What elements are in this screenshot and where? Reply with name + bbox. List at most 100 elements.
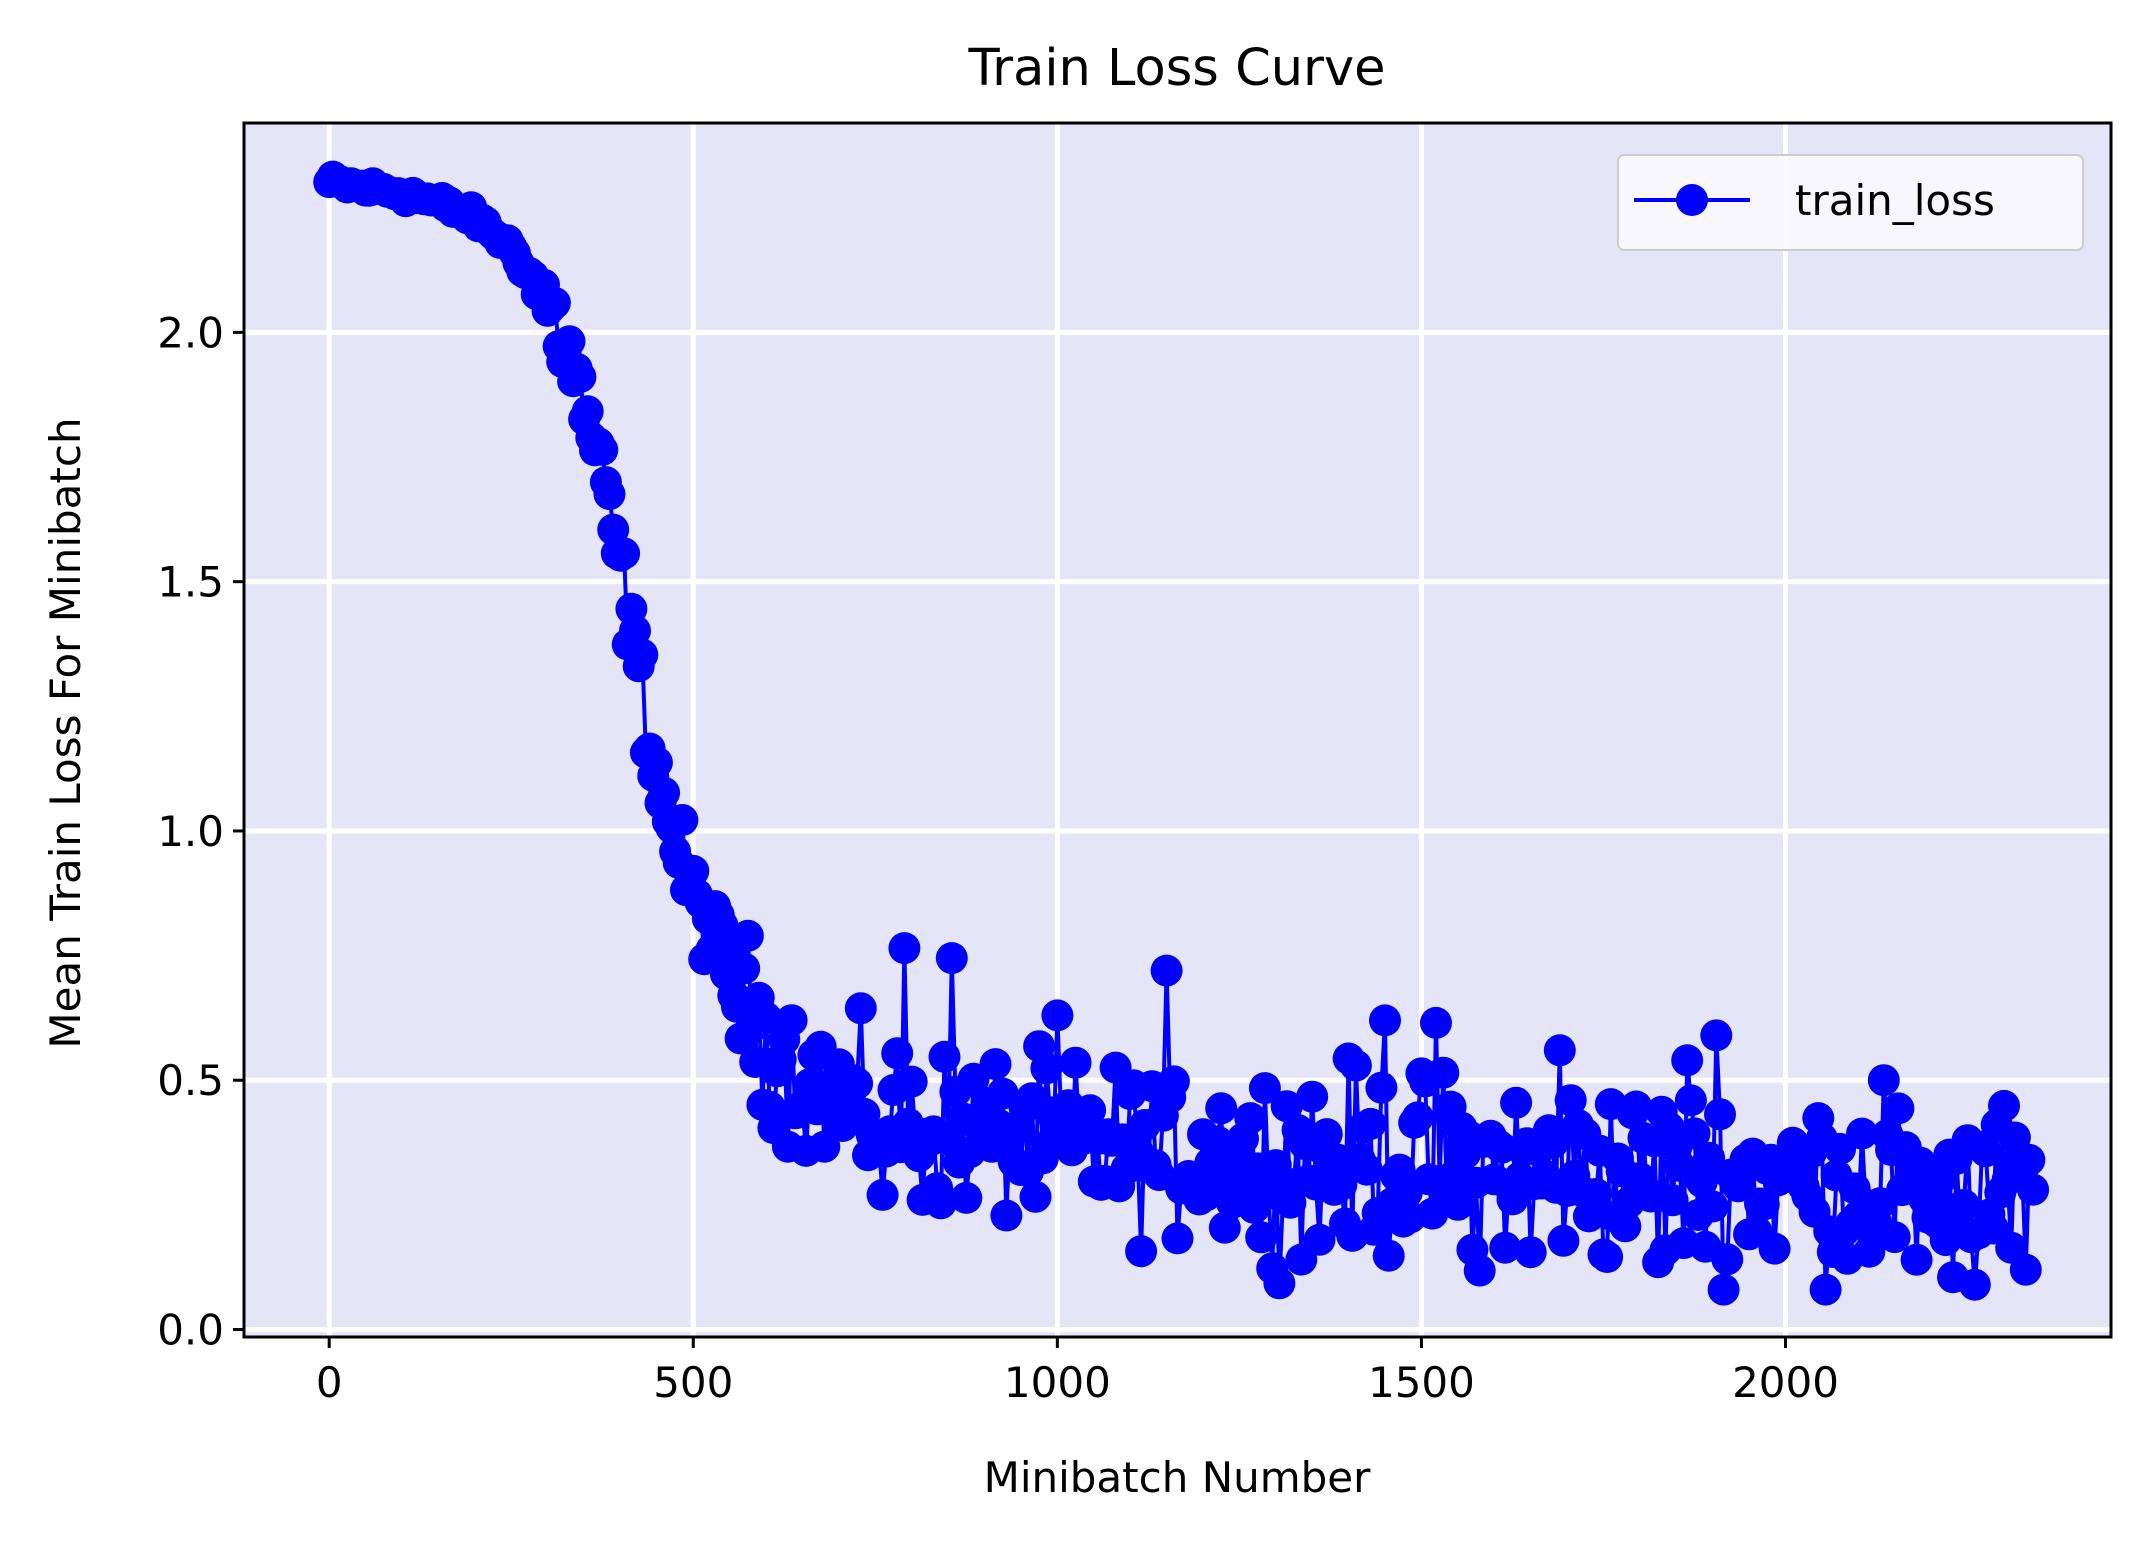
data-point <box>1157 1065 1190 1098</box>
data-point <box>1969 1135 2002 1168</box>
data-point <box>1234 1102 1267 1135</box>
data-point <box>1882 1092 1915 1125</box>
y-tick-label: 2.0 <box>157 308 224 357</box>
data-point <box>1900 1243 1933 1276</box>
data-point <box>1161 1222 1194 1255</box>
data-point <box>1543 1034 1576 1067</box>
data-point <box>924 1187 957 1220</box>
legend-box <box>1617 154 2084 251</box>
data-point <box>1303 1223 1336 1256</box>
data-point <box>1536 1127 1569 1160</box>
data-point <box>731 919 764 952</box>
data-point <box>626 638 659 671</box>
data-point <box>1988 1089 2020 1122</box>
x-tick-label: 1500 <box>1368 1358 1475 1407</box>
x-axis-label: Minibatch Number <box>984 1453 1372 1502</box>
data-point <box>979 1048 1012 1081</box>
data-point <box>1019 1180 1052 1213</box>
data-point <box>928 1040 961 1073</box>
data-point <box>1671 1044 1704 1077</box>
data-point <box>586 433 619 466</box>
data-point <box>640 746 673 779</box>
x-axis-ticks: 0 500 1000 1500 2000 <box>316 1337 1839 1407</box>
y-tick-label: 0.0 <box>157 1306 224 1355</box>
data-point <box>1591 1241 1624 1273</box>
data-point <box>1707 1273 1740 1306</box>
data-point <box>564 360 597 393</box>
y-tick-label: 0.5 <box>157 1056 224 1105</box>
data-point <box>1205 1092 1238 1125</box>
y-tick-label: 1.5 <box>157 558 224 607</box>
data-point <box>1030 1052 1063 1085</box>
data-point <box>990 1199 1023 1232</box>
data-point <box>1339 1049 1372 1082</box>
x-tick-label: 1000 <box>1004 1358 1111 1407</box>
legend-label-train-loss: train_loss <box>1795 176 1995 225</box>
legend-marker-swatch <box>1676 184 1708 216</box>
data-point <box>1514 1236 1547 1269</box>
data-point <box>1372 1239 1405 1272</box>
data-point <box>728 952 761 985</box>
data-point <box>1867 1064 1900 1097</box>
data-point <box>1401 1101 1434 1134</box>
data-point <box>1674 1084 1707 1117</box>
data-point <box>750 1001 783 1034</box>
data-point <box>935 942 968 975</box>
data-point <box>553 325 586 358</box>
data-point <box>1678 1117 1711 1150</box>
data-point <box>888 932 921 965</box>
data-point <box>608 537 641 570</box>
data-point <box>538 286 571 319</box>
data-point <box>1958 1268 1991 1301</box>
data-point <box>2017 1173 2050 1206</box>
data-point <box>593 478 626 511</box>
y-tick-label: 1.0 <box>157 807 224 856</box>
data-point <box>895 1065 928 1098</box>
data-point <box>1125 1235 1158 1268</box>
data-point <box>1208 1211 1241 1244</box>
data-point <box>1245 1221 1278 1254</box>
data-point <box>1350 1153 1383 1186</box>
data-point <box>1547 1224 1580 1257</box>
data-point <box>1696 1190 1729 1223</box>
data-point <box>666 804 699 836</box>
data-point <box>1947 1189 1980 1221</box>
data-point <box>1693 1141 1726 1174</box>
data-point <box>648 776 681 809</box>
x-tick-label: 0 <box>316 1358 343 1407</box>
data-point <box>1609 1210 1642 1243</box>
data-point <box>1263 1267 1296 1300</box>
data-point <box>1489 1231 1522 1264</box>
data-point <box>1369 1004 1401 1037</box>
data-point <box>1809 1273 1842 1306</box>
series-train-loss <box>313 160 2050 1306</box>
data-point <box>1325 1168 1358 1201</box>
data-point <box>1441 1188 1474 1221</box>
data-point <box>706 909 739 942</box>
data-point <box>1704 1098 1736 1131</box>
data-point <box>1296 1080 1329 1113</box>
data-point <box>950 1181 983 1214</box>
data-point <box>1463 1254 1496 1287</box>
data-point <box>1580 1178 1613 1210</box>
data-point <box>1554 1084 1587 1117</box>
data-point <box>1150 954 1183 987</box>
data-point <box>1758 1232 1791 1265</box>
data-point <box>1059 1046 1092 1079</box>
data-point <box>1427 1056 1460 1089</box>
data-point <box>1620 1090 1653 1123</box>
data-point <box>1420 1006 1452 1039</box>
x-tick-label: 2000 <box>1732 1358 1839 1407</box>
data-point <box>1656 1184 1689 1217</box>
data-point <box>1846 1117 1878 1150</box>
data-point <box>844 992 877 1025</box>
data-point <box>1310 1118 1343 1151</box>
data-point <box>1354 1107 1387 1140</box>
grid-lines <box>244 123 2111 1337</box>
x-tick-label: 500 <box>653 1358 733 1407</box>
data-point <box>571 395 604 428</box>
legend: train_loss <box>1617 154 2084 251</box>
chart-title: Train Loss Curve <box>967 39 1385 98</box>
data-point <box>1041 999 1074 1032</box>
